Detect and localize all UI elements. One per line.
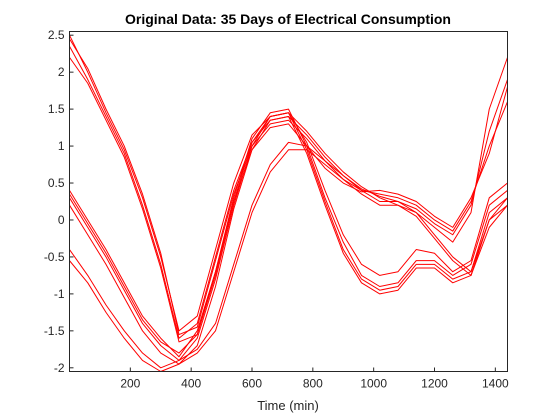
x-tick-label-1400: 1400: [482, 377, 509, 391]
y-tick-label-2.5: 2.5: [48, 28, 65, 42]
x-tick-label-1200: 1200: [421, 377, 448, 391]
y-tick-label-2: 2: [58, 65, 65, 79]
x-tick-label-800: 800: [303, 377, 323, 391]
y-tick-label--1.5: -1.5: [44, 324, 65, 338]
x-tick-label-600: 600: [242, 377, 262, 391]
y-tick-label--1: -1: [54, 287, 65, 301]
y-tick-label-1: 1: [58, 139, 65, 153]
y-tick-label--0.5: -0.5: [44, 250, 65, 264]
x-tick-label-200: 200: [120, 377, 140, 391]
series-line-2: [69, 46, 508, 339]
y-tick-label--2: -2: [54, 361, 65, 375]
y-tick-label-0.5: 0.5: [48, 176, 65, 190]
tick-layer: 200 400 600 800 1000 1200 1400 -2 -1.5 -1 -0.5 0 0.5…: [44, 28, 509, 390]
x-tick-label-400: 400: [181, 377, 201, 391]
series-line-10: [69, 149, 508, 372]
x-axis-label: Time (min): [257, 398, 319, 413]
series-line-3: [69, 38, 508, 336]
y-tick-label-1.5: 1.5: [48, 102, 65, 116]
y-tick-label-0: 0: [58, 213, 65, 227]
series-line-7: [69, 116, 508, 365]
series-line-4: [69, 57, 508, 343]
x-tick-label-1000: 1000: [360, 377, 387, 391]
series-line-9: [69, 141, 508, 369]
series-layer: [69, 34, 508, 372]
chart-title: Original Data: 35 Days of Electrical Con…: [125, 11, 451, 27]
series-line-5: [69, 108, 508, 358]
series-line-8: [69, 112, 508, 354]
plot-frame: [69, 31, 508, 372]
